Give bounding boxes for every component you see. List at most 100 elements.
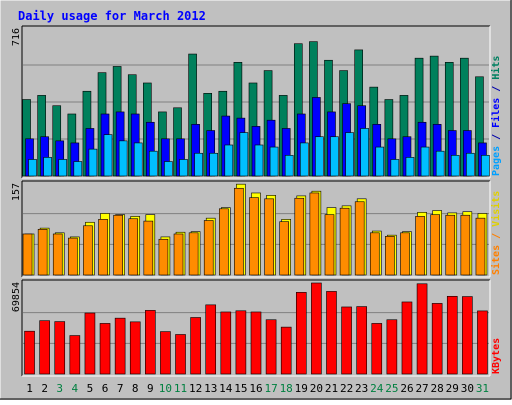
bar-pages-day-16 (254, 144, 264, 177)
panel-bottom-ylabel: KBytes (491, 338, 502, 374)
chart-title: Daily usage for March 2012 (18, 9, 206, 23)
bar-sites-day-5 (83, 225, 93, 276)
ylabel-part: Files (490, 98, 502, 128)
x-tick-label-day-9: 9 (147, 382, 154, 395)
bar-sites-day-7 (113, 214, 123, 276)
ylabel-part: / (491, 80, 502, 98)
bar-kbytes-day-18 (280, 326, 292, 375)
bar-kbytes-day-4 (69, 335, 81, 375)
bar-kbytes-day-1 (24, 330, 35, 375)
ylabel-part: / (491, 227, 502, 245)
bar-kbytes-day-24 (371, 323, 383, 375)
bar-kbytes-day-19 (295, 292, 307, 375)
bar-pages-day-24 (375, 146, 385, 177)
bar-pages-day-15 (239, 132, 249, 177)
bar-pages-day-23 (360, 128, 369, 177)
bar-sites-day-13 (203, 220, 214, 276)
bar-kbytes-day-22 (341, 306, 352, 375)
x-tick-label-day-25: 25 (385, 382, 398, 395)
bar-pages-day-9 (149, 150, 158, 177)
bar-pages-day-30 (466, 152, 475, 177)
bar-sites-day-4 (68, 237, 78, 276)
bar-kbytes-day-31 (477, 310, 488, 375)
bar-pages-day-20 (315, 136, 324, 177)
bar-sites-day-1 (22, 233, 33, 276)
bar-kbytes-day-10 (160, 331, 171, 375)
bar-kbytes-day-9 (145, 310, 156, 375)
bar-kbytes-day-23 (356, 306, 367, 375)
bar-pages-day-25 (390, 159, 400, 177)
ylabel-part: Visits (490, 191, 502, 227)
x-tick-label-day-5: 5 (87, 382, 94, 395)
x-tick-label-day-22: 22 (340, 382, 353, 395)
bar-pages-day-7 (118, 140, 128, 177)
x-axis-day-labels: 1 2 3 4 5 6 7 8 9 10 11 12 13 14 15 16 17 18 19 20 21 22 23 24 2… (26, 382, 489, 395)
x-tick-label-day-12: 12 (189, 382, 202, 395)
bar-sites-day-10 (158, 238, 169, 276)
bar-sites-day-20 (309, 192, 320, 276)
bar-pages-day-13 (209, 152, 219, 177)
x-tick-label-day-14: 14 (219, 382, 233, 395)
x-tick-label-day-2: 2 (41, 382, 48, 395)
bar-kbytes-day-20 (311, 282, 322, 375)
chart-panels: 716 Pages / Files / Hits 157 Sites / Visits… (11, 25, 502, 377)
x-tick-label-day-3: 3 (56, 382, 63, 395)
panel-top: 716 Pages / Files / Hits (11, 25, 502, 179)
bar-pages-day-8 (133, 142, 143, 177)
x-tick-label-day-7: 7 (117, 382, 124, 395)
bar-sites-day-19 (294, 197, 305, 276)
x-tick-label-day-23: 23 (355, 382, 368, 395)
ylabel-part: Pages (491, 146, 502, 176)
x-tick-label-day-1: 1 (26, 382, 33, 395)
bar-pages-day-19 (299, 142, 309, 177)
bar-kbytes-day-26 (401, 301, 413, 375)
bar-pages-day-3 (58, 159, 68, 177)
bar-kbytes-day-8 (129, 321, 141, 375)
panel-bottom: 69854 KBytes (11, 279, 502, 377)
bar-sites-day-22 (339, 207, 350, 276)
panel-middle-max-label: 157 (11, 183, 22, 201)
x-tick-label-day-31: 31 (476, 382, 489, 395)
bar-sites-day-25 (385, 236, 395, 276)
bar-kbytes-day-27 (416, 283, 428, 375)
bar-pages-day-14 (224, 144, 234, 177)
x-tick-label-day-10: 10 (159, 382, 172, 395)
bar-sites-day-26 (400, 232, 410, 276)
bar-pages-day-29 (450, 155, 460, 177)
x-tick-label-day-28: 28 (431, 382, 444, 395)
bar-kbytes-day-12 (190, 317, 201, 375)
bar-kbytes-day-29 (446, 295, 458, 375)
bar-sites-day-2 (37, 228, 48, 276)
bar-pages-day-27 (420, 146, 430, 177)
bar-sites-day-15 (234, 187, 244, 276)
x-tick-label-day-24: 24 (370, 382, 384, 395)
series-sites (22, 187, 486, 276)
x-tick-label-day-16: 16 (249, 382, 262, 395)
bar-pages-day-28 (435, 150, 445, 177)
panel-bottom-max-label: 69854 (11, 282, 22, 312)
series-kbytes (24, 282, 488, 375)
bar-sites-day-31 (475, 217, 486, 276)
bar-sites-day-30 (460, 214, 471, 276)
series-pages (28, 128, 490, 177)
bar-sites-day-14 (219, 208, 229, 276)
bar-pages-day-21 (330, 136, 339, 177)
x-tick-label-day-29: 29 (446, 382, 459, 395)
x-tick-label-day-13: 13 (204, 382, 217, 395)
bar-pages-day-5 (88, 148, 98, 177)
x-tick-label-day-20: 20 (310, 382, 323, 395)
bar-pages-day-4 (73, 161, 83, 177)
x-tick-label-day-18: 18 (280, 382, 293, 395)
bar-pages-day-10 (164, 161, 173, 177)
bar-kbytes-day-15 (235, 310, 247, 375)
bar-sites-day-17 (264, 198, 274, 276)
bar-sites-day-16 (249, 197, 259, 276)
bar-pages-day-12 (194, 152, 203, 177)
x-tick-label-day-19: 19 (295, 382, 308, 395)
bar-sites-day-12 (188, 232, 199, 276)
panel-middle: 157 Sites / Visits (11, 180, 502, 278)
bar-pages-day-6 (103, 134, 113, 177)
bar-kbytes-day-25 (386, 319, 398, 375)
bar-kbytes-day-13 (205, 304, 217, 375)
